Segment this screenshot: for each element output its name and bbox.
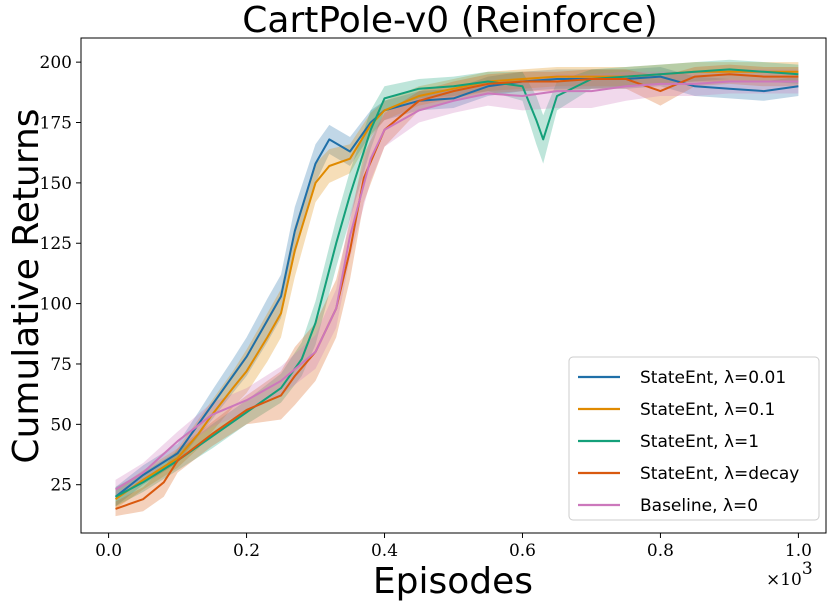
y-tick-label: 100 [40, 295, 72, 315]
x-multiplier-exponent: 3 [802, 559, 813, 579]
band-series-3 [115, 64, 799, 517]
legend-box [568, 356, 820, 521]
confidence-bands [115, 59, 799, 517]
x-axis-title: Episodes [373, 561, 533, 602]
y-tick-label: 75 [50, 355, 72, 375]
legend-label-3: StateEnt, λ=decay [640, 464, 799, 484]
x-tick-label: 0.8 [647, 541, 674, 561]
x-tick-label: 0.2 [233, 541, 260, 561]
x-multiplier-base: ×10 [766, 570, 802, 590]
plot-area-frame [80, 37, 827, 534]
chart-title: CartPole-v0 (Reinforce) [242, 0, 658, 41]
y-tick-label: 175 [40, 114, 72, 134]
band-series-2 [115, 59, 799, 507]
legend-label-0: StateEnt, λ=0.01 [640, 368, 786, 388]
line-series-0 [114, 75, 799, 498]
x-axis-ticks: 0.0 0.2 0.4 0.6 0.8 1.0 [95, 533, 812, 561]
x-tick-label: 1.0 [785, 541, 812, 561]
y-axis-title: Cumulative Returns [6, 108, 47, 463]
y-tick-label: 25 [50, 476, 72, 496]
line-series-4 [114, 80, 799, 491]
x-tick-label: 0.6 [509, 541, 536, 561]
y-tick-label: 150 [40, 174, 72, 194]
legend: StateEnt, λ=0.01 StateEnt, λ=0.1 StateEnt,… [568, 356, 820, 521]
y-axis-ticks: 25 50 75 100 125 150 175 200 [40, 53, 81, 496]
y-tick-label: 50 [50, 415, 72, 435]
legend-label-2: StateEnt, λ=1 [640, 432, 759, 452]
y-tick-label: 125 [40, 234, 72, 254]
x-tick-label: 0.4 [371, 541, 398, 561]
x-axis-multiplier: ×103 [766, 559, 813, 590]
x-tick-label: 0.0 [95, 541, 122, 561]
legend-label-4: Baseline, λ=0 [640, 496, 758, 516]
legend-label-1: StateEnt, λ=0.1 [640, 400, 775, 420]
y-tick-label: 200 [40, 53, 72, 73]
series-lines [114, 68, 799, 510]
